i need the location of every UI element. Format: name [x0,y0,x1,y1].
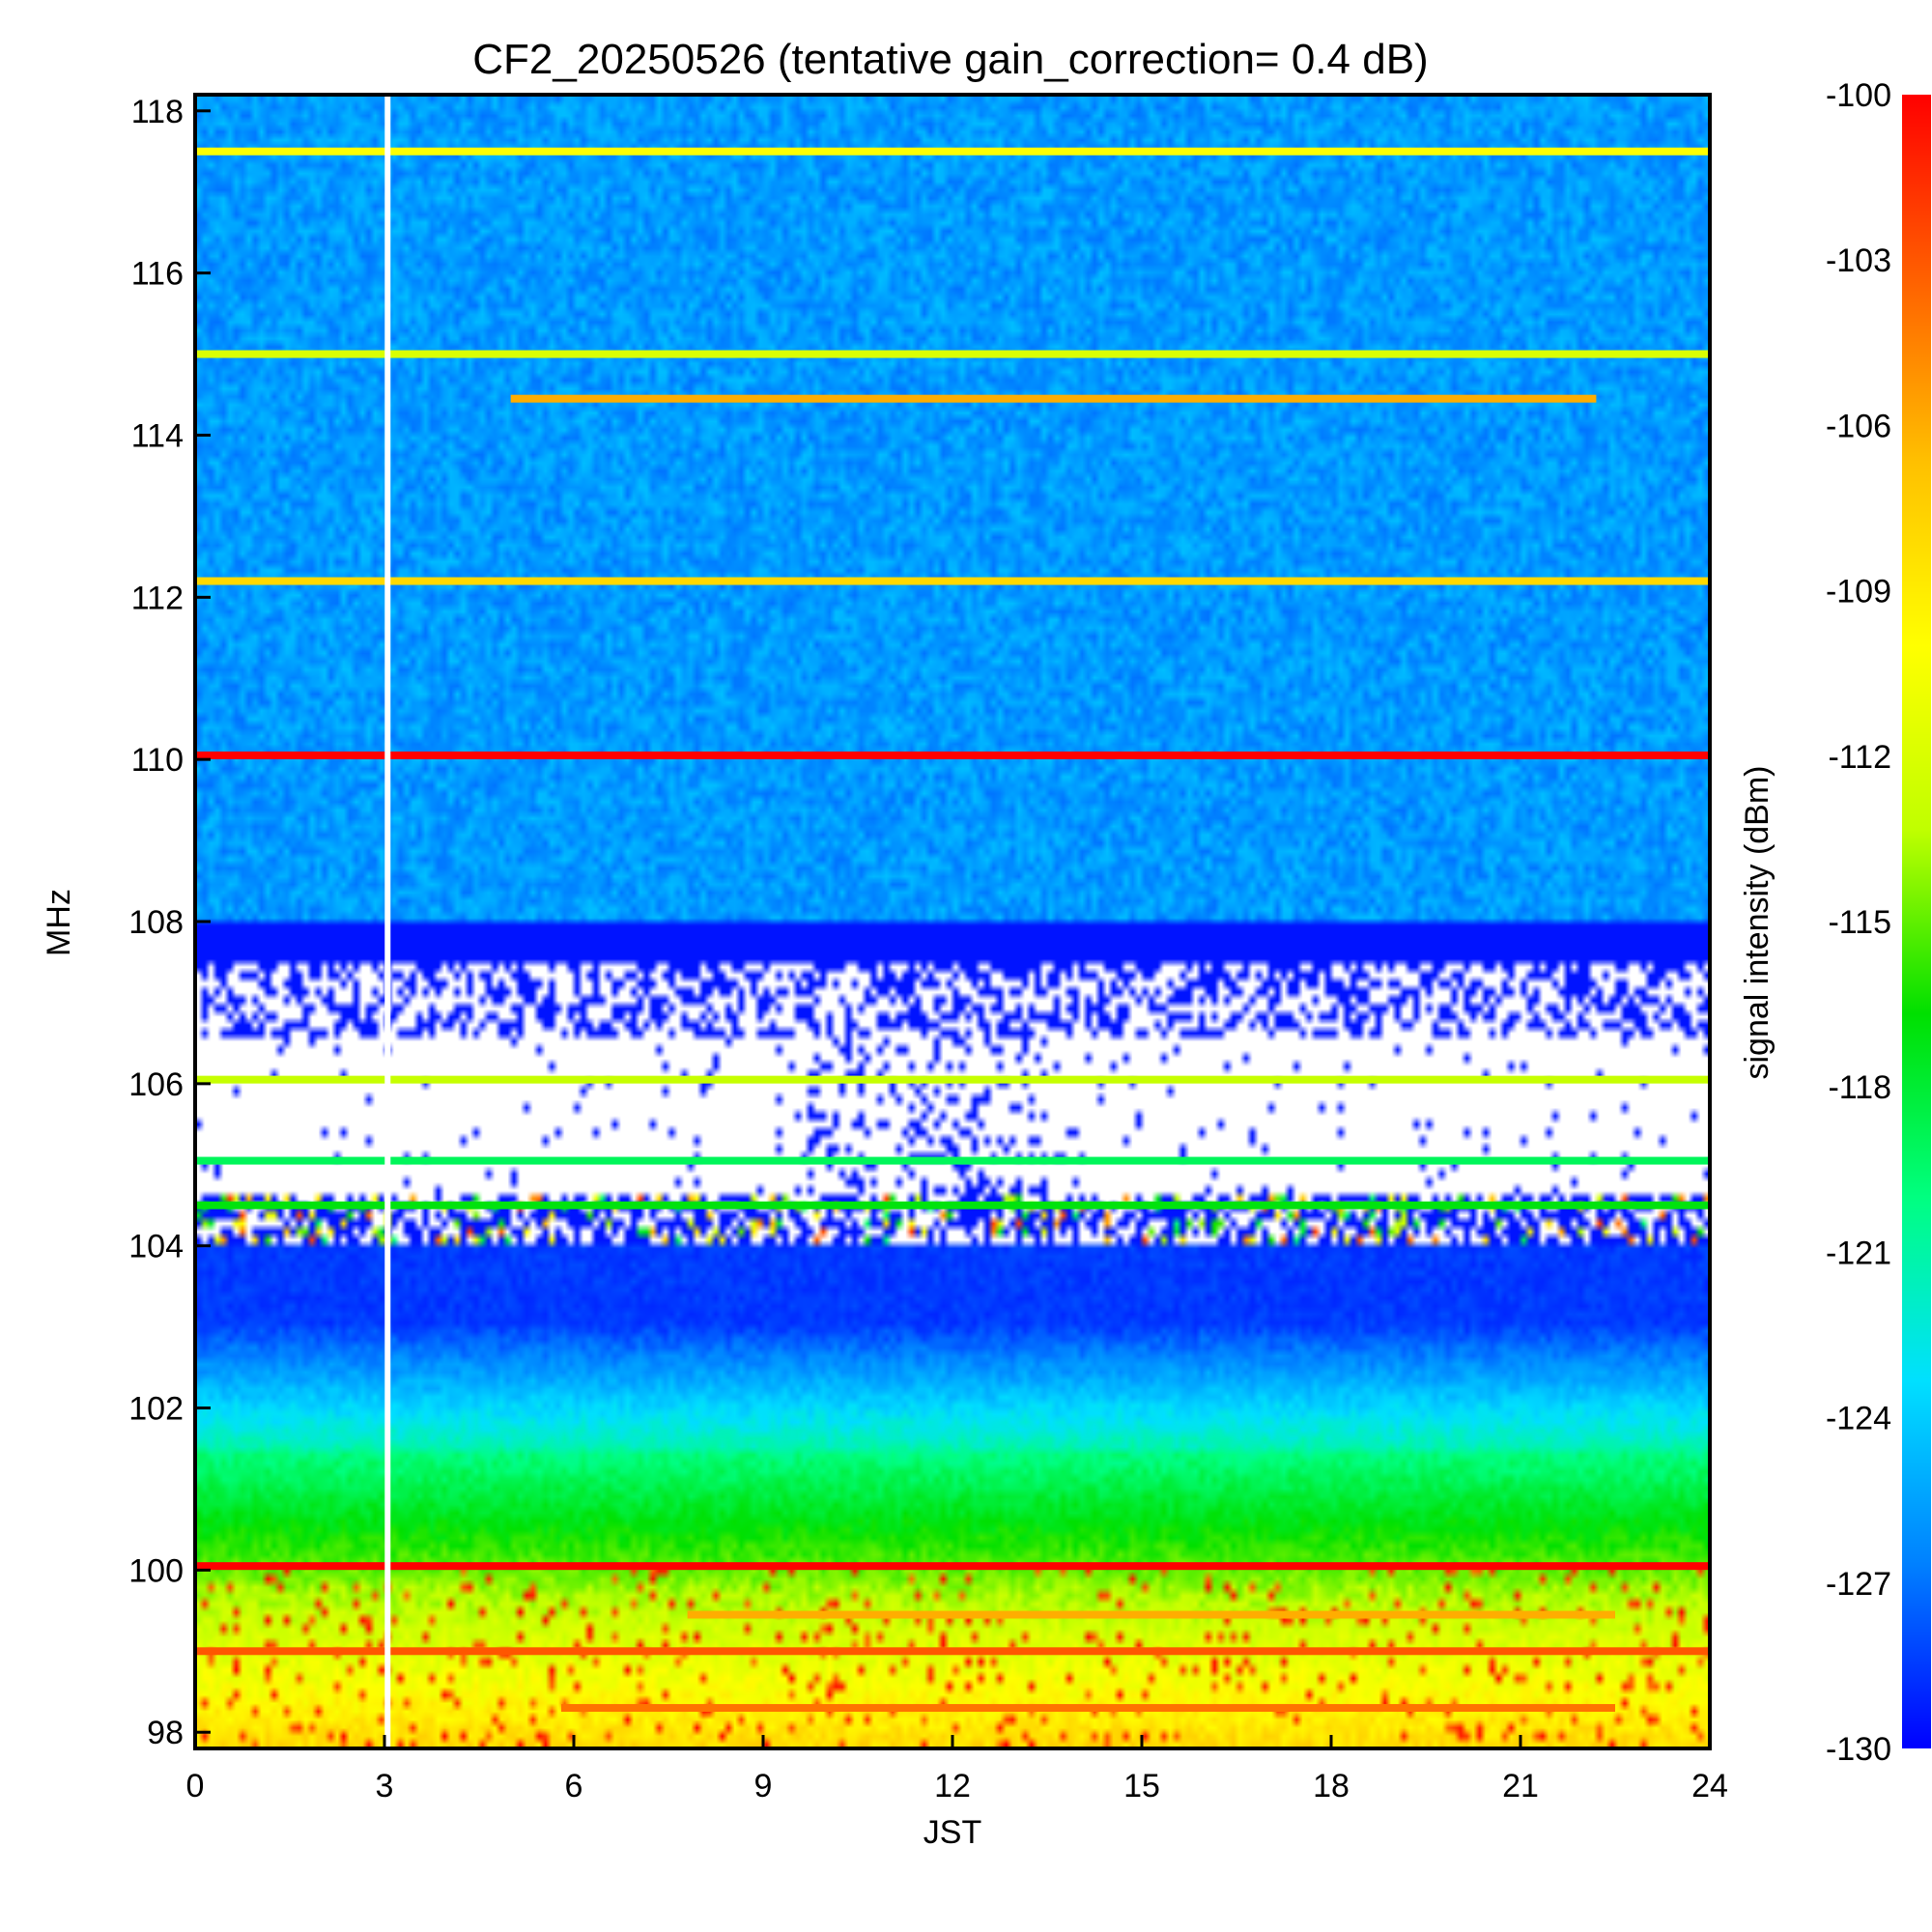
heatmap-plot-area [195,95,1710,1748]
x-tick-label: 6 [565,1768,583,1804]
chart-title: CF2_20250526 (tentative gain_correction=… [472,36,1428,83]
carrier-line-98.3 [560,1704,1615,1713]
y-tick-label: 106 [128,1066,184,1103]
y-tick-label: 118 [131,94,184,130]
y-tick-label: 110 [131,742,184,779]
y-tick-label: 108 [128,904,184,941]
colorbar-tick-label: -124 [1826,1401,1891,1437]
y-tick-label: 100 [128,1552,184,1589]
colorbar-tick-label: -112 [1828,739,1891,776]
y-tick-label: 98 [147,1715,184,1751]
y-tick-label: 116 [131,256,184,293]
carrier-line-115 [195,350,1710,358]
colorbar-tick-label: -109 [1826,574,1891,611]
carrier-lines [195,95,1710,1748]
colorbar-label: signal intensity (dBm) [1739,765,1776,1079]
x-tick-label: 15 [1123,1768,1160,1804]
y-tick-label: 104 [128,1229,184,1265]
carrier-line-117.5 [195,147,1710,156]
x-tick-label: 3 [376,1768,394,1804]
y-axis: 98 100 102 104 106 108 110 112 114 116 118 [128,94,211,1751]
x-axis-label: JST [923,1814,981,1851]
x-tick-label: 0 [186,1768,205,1804]
x-tick-label: 24 [1691,1768,1728,1804]
carrier-line-110.05 [195,751,1710,759]
colorbar-tick-label: -103 [1826,242,1891,279]
colorbar-tick-label: -115 [1828,904,1891,941]
x-tick-label: 12 [934,1768,971,1804]
colorbar-tick-label: -130 [1826,1731,1891,1768]
y-axis-label: MHz [41,889,77,956]
colorbar-tick-label: -106 [1826,408,1891,444]
y-tick-label: 114 [131,417,184,454]
carrier-line-112.2 [195,577,1710,585]
heatmap-raster [195,95,1710,1748]
data-gap-line [384,95,391,1748]
y-tick-label: 102 [128,1391,184,1428]
x-axis: 0 3 6 9 12 15 18 21 24 [186,1735,1728,1804]
colorbar: -100 -103 -106 -109 -112 -115 -118 -121 -124 -127… [1826,77,1931,1768]
colorbar-tick-label: -121 [1826,1235,1891,1271]
carrier-line-100.05 [195,1562,1710,1571]
colorbar-tick-label: -127 [1826,1566,1891,1603]
colorbar-tick-label: -100 [1826,77,1891,114]
x-tick-label: 18 [1313,1768,1350,1804]
x-tick-label: 9 [754,1768,773,1804]
carrier-line-99 [195,1647,1710,1656]
carrier-line-114.45 [510,394,1597,403]
colorbar-gradient [1902,95,1931,1748]
colorbar-tick-label: -118 [1828,1069,1891,1106]
y-tick-label: 112 [131,580,184,616]
x-tick-label: 21 [1502,1768,1539,1804]
carrier-line-104.5 [195,1201,1710,1209]
carrier-line-106.05 [195,1075,1710,1084]
carrier-line-99.45 [687,1610,1615,1619]
carrier-line-105.05 [195,1156,1710,1165]
